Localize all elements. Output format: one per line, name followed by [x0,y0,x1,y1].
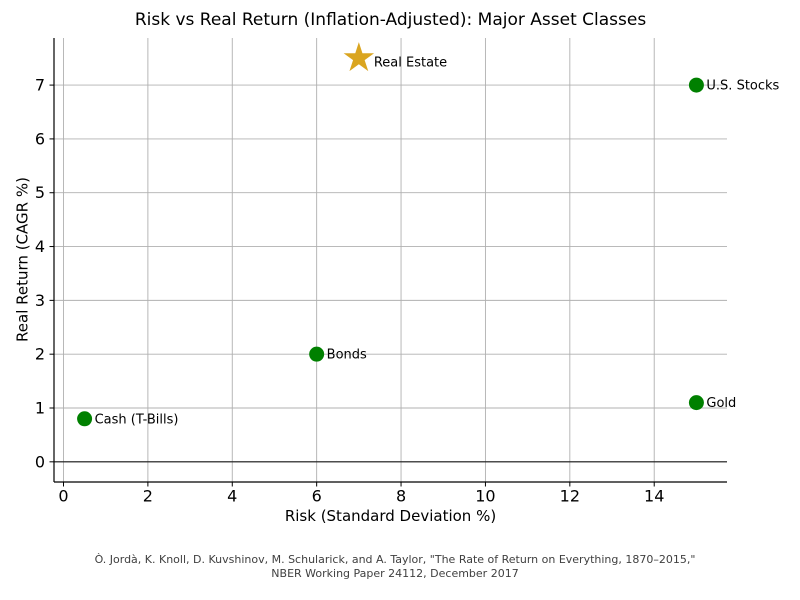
citation-line-2: NBER Working Paper 24112, December 2017 [271,566,519,580]
x-tick-label: 10 [475,487,495,506]
y-tick-label: 4 [35,237,45,256]
y-tick-label: 2 [35,345,45,364]
point-label: Cash (T-Bills) [95,412,179,427]
y-tick-label: 5 [35,183,45,202]
x-tick-label: 0 [58,487,68,506]
y-tick-label: 7 [35,76,45,95]
y-tick-label: 0 [35,452,45,471]
data-point-circle [309,346,325,362]
point-label: Bonds [327,348,367,363]
data-point-circle [77,411,93,427]
data-point-star [343,42,375,72]
point-label: U.S. Stocks [706,79,779,94]
x-tick-label: 2 [143,487,153,506]
source-citation: Ò. Jordà, K. Knoll, D. Kuvshinov, M. Sch… [0,553,790,580]
x-tick-label: 4 [227,487,237,506]
point-label: Real Estate [374,56,447,71]
x-tick-label: 12 [560,487,580,506]
citation-line-1: Ò. Jordà, K. Knoll, D. Kuvshinov, M. Sch… [94,553,696,566]
y-tick-label: 1 [35,399,45,418]
x-axis-label: Risk (Standard Deviation %) [284,507,497,525]
chart-title: Risk vs Real Return (Inflation-Adjusted)… [134,10,647,30]
x-tick-label: 6 [312,487,322,506]
y-axis-label: Real Return (CAGR %) [13,177,32,342]
point-label: Gold [706,396,736,411]
y-tick-label: 3 [35,291,45,310]
y-tick-label: 6 [35,129,45,148]
data-point-circle [688,395,704,411]
data-point-circle [688,77,704,93]
x-tick-label: 14 [644,487,664,506]
x-tick-label: 8 [396,487,406,506]
